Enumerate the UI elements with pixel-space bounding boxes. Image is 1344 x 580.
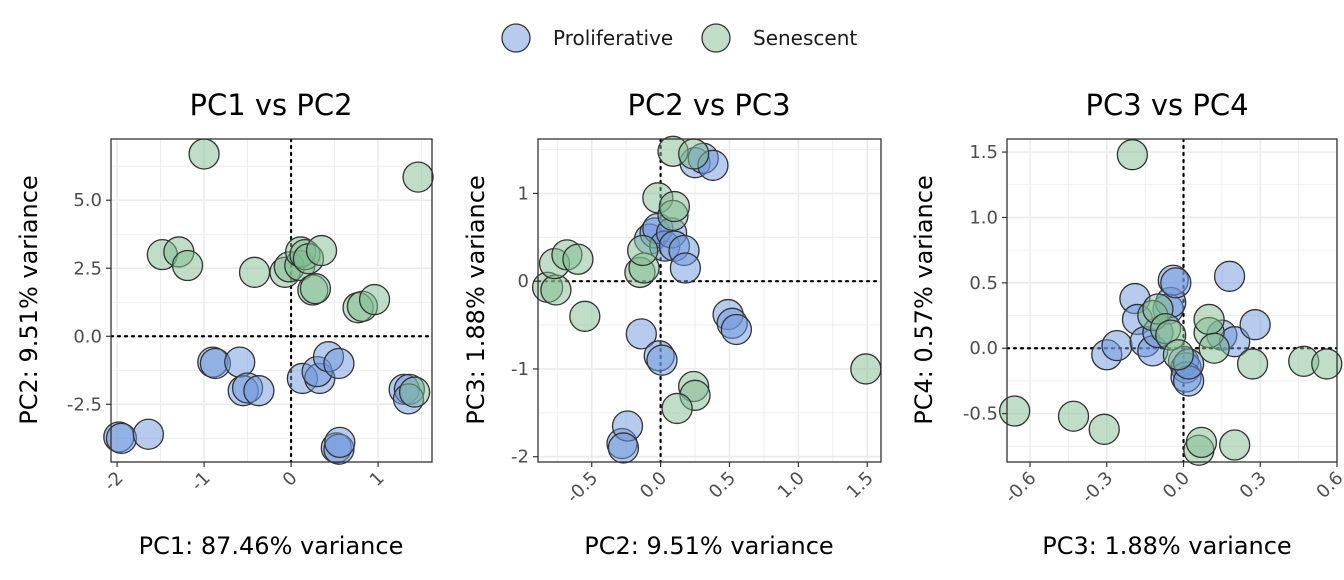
point-proliferative — [1101, 329, 1133, 362]
x-tick-label: -0.6 — [1001, 468, 1041, 508]
point-proliferative — [669, 252, 702, 284]
point-senescent — [1311, 348, 1343, 380]
point-senescent — [305, 234, 338, 267]
point-senescent — [658, 190, 691, 223]
point-senescent — [398, 376, 431, 408]
y-tick-label: 1.0 — [969, 207, 998, 228]
x-tick-label: 0.5 — [705, 468, 740, 503]
point-proliferative — [243, 375, 275, 407]
point-senescent — [562, 243, 594, 275]
point-senescent — [1185, 426, 1218, 459]
point-proliferative — [646, 344, 678, 376]
y-tick-label: 1 — [518, 183, 529, 204]
panel-title: PC2 vs PC3 — [627, 88, 790, 122]
panel-pc1-vs-pc2: PC1 vs PC2 PC1: 87.46% variance PC2: 9.5… — [15, 88, 434, 560]
legend-label-proliferative: Proliferative — [553, 26, 673, 50]
point-senescent — [1193, 303, 1225, 336]
x-tick-label: 1.5 — [843, 468, 878, 503]
x-tick-label: -2 — [100, 468, 128, 496]
panel-border — [537, 138, 882, 463]
point-senescent — [1088, 413, 1120, 445]
x-axis-title: PC2: 9.51% variance — [584, 532, 833, 560]
y-tick-label: -1 — [511, 359, 529, 380]
legend-swatch-senescent — [701, 23, 731, 53]
data-points — [999, 139, 1343, 466]
x-tick-label: 1.0 — [774, 468, 809, 503]
y-tick-label: 0.5 — [969, 273, 998, 294]
y-tick-label: -2 — [511, 447, 529, 468]
x-tick-label: 0.3 — [1236, 468, 1271, 503]
point-senescent — [1057, 400, 1090, 432]
y-axis-title: PC3: 1.88% variance — [462, 175, 490, 424]
point-senescent — [1116, 139, 1148, 171]
x-tick-label: -0.5 — [563, 468, 603, 508]
point-proliferative — [607, 432, 640, 464]
point-proliferative — [1213, 260, 1246, 292]
y-tick-label: 2.5 — [73, 258, 102, 279]
point-senescent — [627, 234, 659, 267]
x-tick-label: 1 — [366, 468, 389, 491]
x-tick-label: 0.6 — [1312, 468, 1344, 503]
x-tick-label: 0.0 — [1159, 468, 1194, 503]
panel-pc2-vs-pc3: PC2 vs PC3 PC2: 9.51% variance PC3: 1.88… — [462, 88, 882, 560]
point-senescent — [1162, 339, 1195, 371]
point-proliferative — [625, 318, 657, 350]
point-proliferative — [1160, 267, 1192, 299]
point-proliferative — [132, 418, 165, 450]
panel-border — [1006, 138, 1338, 463]
x-axis-title: PC3: 1.88% variance — [1042, 532, 1291, 560]
y-axis-title: PC2: 9.51% variance — [15, 175, 43, 424]
zero-reference-lines — [111, 139, 432, 462]
legend: Proliferative Senescent — [501, 23, 857, 53]
data-points — [531, 135, 882, 464]
point-senescent — [171, 249, 204, 282]
y-tick-label: 1.5 — [969, 142, 998, 163]
y-tick-label: 5.0 — [73, 190, 102, 211]
y-tick-label: 0 — [518, 271, 529, 292]
x-axis-title: PC1: 87.46% variance — [139, 532, 404, 560]
point-senescent — [569, 300, 601, 332]
legend-swatch-proliferative — [501, 23, 531, 53]
point-senescent — [358, 283, 391, 316]
x-tick-label: 0 — [279, 468, 302, 491]
point-senescent — [850, 353, 882, 385]
panel-pc3-vs-pc4: PC3 vs PC4 PC3: 1.88% variance PC4: 0.57… — [910, 88, 1344, 560]
point-senescent — [1236, 348, 1269, 380]
point-senescent — [678, 138, 710, 170]
point-proliferative — [1239, 309, 1271, 341]
data-points — [103, 138, 434, 465]
point-senescent — [188, 138, 220, 170]
point-proliferative — [323, 347, 355, 380]
plot-background — [538, 139, 881, 462]
y-axis-title: PC4: 0.57% variance — [910, 175, 938, 424]
y-tick-label: 0.0 — [73, 326, 102, 347]
point-proliferative — [324, 426, 356, 459]
y-tick-label: 0.0 — [969, 338, 998, 359]
point-proliferative — [720, 313, 753, 346]
point-senescent — [540, 274, 572, 306]
panel-border — [110, 138, 433, 463]
point-senescent — [1219, 429, 1251, 461]
x-tick-label: -0.3 — [1078, 468, 1118, 508]
x-tick-label: 0.0 — [636, 468, 671, 503]
point-senescent — [299, 273, 332, 305]
point-senescent — [402, 161, 434, 193]
panel-title: PC3 vs PC4 — [1085, 88, 1248, 122]
y-tick-label: -2.5 — [67, 394, 102, 415]
point-senescent — [238, 256, 271, 288]
panel-title: PC1 vs PC2 — [189, 88, 352, 122]
point-senescent — [661, 392, 693, 425]
zero-reference-lines — [538, 139, 881, 462]
point-senescent — [1198, 332, 1230, 364]
y-tick-label: -0.5 — [963, 404, 998, 425]
point-senescent — [999, 395, 1031, 427]
legend-label-senescent: Senescent — [753, 26, 857, 50]
x-tick-label: -1 — [187, 468, 215, 496]
